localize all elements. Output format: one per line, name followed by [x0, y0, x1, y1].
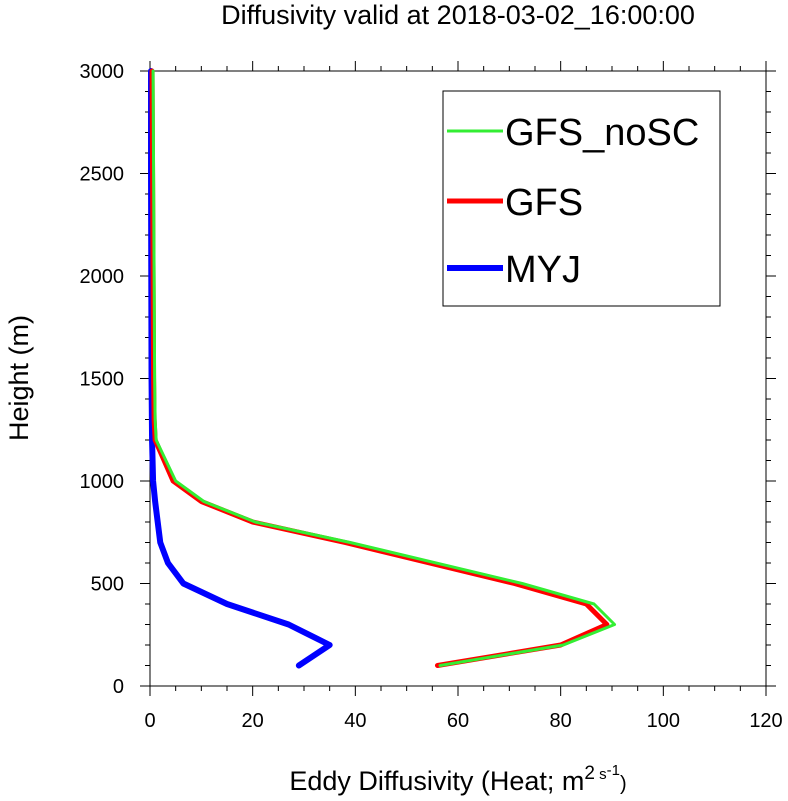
x-tick-label: 80	[550, 710, 572, 732]
y-tick-labels: 0 500 1000 1500 2000 2500 3000	[80, 61, 125, 698]
x-tick-label: 120	[749, 710, 782, 732]
x-tick-label: 60	[447, 710, 469, 732]
series-lines	[148, 68, 617, 669]
x-axis-label-end: )	[620, 773, 627, 795]
chart-title: Diffusivity valid at 2018-03-02_16:00:00	[221, 0, 695, 30]
x-tick-label: 100	[647, 710, 680, 732]
x-axis-label: Eddy Diffusivity (Heat; m2 s-1)	[289, 762, 626, 796]
y-tick-label: 0	[113, 676, 124, 698]
x-axis-label-sup-b: -1	[607, 762, 620, 779]
series-line-myj	[148, 68, 333, 669]
legend: GFS_noSC GFS MYJ	[442, 90, 721, 307]
legend-label: GFS_noSC	[505, 112, 699, 154]
x-tick-label: 40	[344, 710, 366, 732]
y-tick-label: 500	[91, 574, 124, 596]
y-axis-label: Height (m)	[4, 315, 34, 441]
x-tick-label: 0	[144, 710, 155, 732]
x-axis-label-main: Eddy Diffusivity (Heat; m	[289, 766, 584, 796]
x-axis-label-sup-a: 2	[584, 763, 595, 784]
legend-label: MYJ	[505, 249, 581, 291]
y-tick-label: 3000	[80, 61, 125, 83]
x-axis-label-mid: s	[595, 766, 607, 783]
y-tick-label: 2500	[80, 164, 125, 186]
y-tick-label: 1500	[80, 369, 125, 391]
y-tick-label: 1000	[80, 471, 125, 493]
x-tick-labels: 0 20 40 60 80 100 120	[144, 710, 782, 732]
y-tick-label: 2000	[80, 266, 125, 288]
series-line-gfs-nosc	[151, 69, 617, 667]
x-tick-label: 20	[242, 710, 264, 732]
legend-label: GFS	[505, 182, 583, 224]
